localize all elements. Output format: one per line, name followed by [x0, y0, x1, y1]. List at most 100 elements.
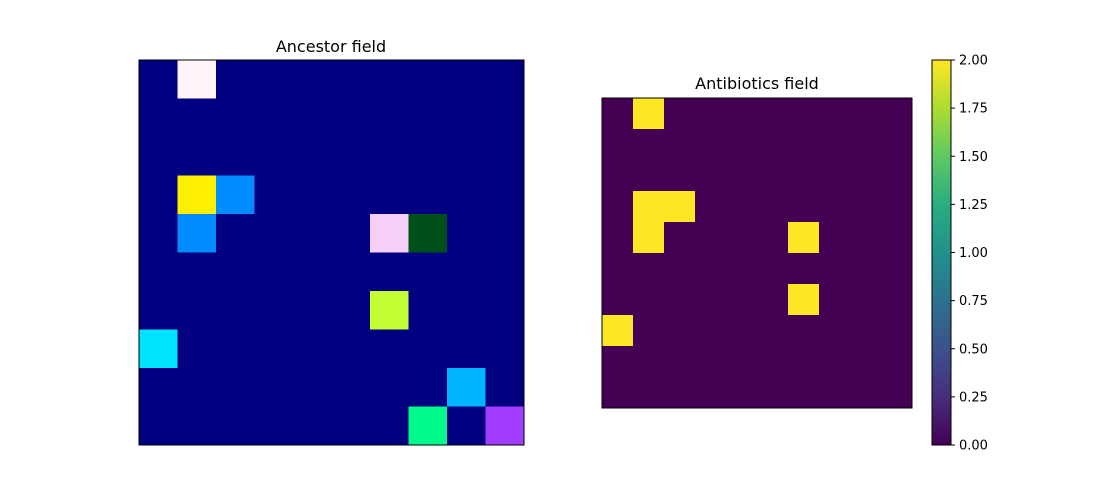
ancestor-cell-r9-c6: [370, 406, 409, 446]
antibiotics-cell-r9-c0: [602, 377, 634, 409]
antibiotics-cell-r0-c0: [602, 98, 634, 130]
antibiotics-cell-r5-c4: [726, 253, 758, 285]
ancestor-cell-r0-c4: [293, 60, 332, 99]
antibiotics-cell-r9-c8: [850, 377, 882, 409]
ancestor-cell-r0-c1: [177, 60, 217, 99]
antibiotics-cell-r5-c5: [757, 253, 789, 285]
antibiotics-cell-r6-c7: [819, 284, 851, 316]
ancestor-cell-r6-c7: [408, 291, 448, 330]
ancestor-cell-r2-c4: [293, 137, 332, 176]
ancestor-cell-r4-c9: [485, 214, 525, 253]
antibiotics-cell-r8-c5: [757, 346, 789, 378]
antibiotics-cell-r5-c8: [850, 253, 882, 285]
antibiotics-cell-r8-c4: [726, 346, 758, 378]
antibiotics-cell-r7-c1: [633, 315, 665, 347]
antibiotics-cell-r6-c4: [726, 284, 758, 316]
ancestor-cell-r1-c4: [293, 98, 332, 138]
ancestor-cell-r8-c8: [447, 368, 486, 407]
antibiotics-cell-r7-c0: [602, 315, 634, 347]
colorbar-tick-label: 0.25: [959, 390, 988, 405]
ancestor-cell-r7-c4: [293, 329, 332, 369]
antibiotics-cell-r2-c1: [633, 160, 665, 192]
ancestor-cell-r1-c6: [370, 98, 409, 138]
antibiotics-cell-r5-c6: [788, 253, 820, 285]
antibiotics-cell-r9-c7: [819, 377, 851, 409]
ancestor-cell-r0-c3: [254, 60, 294, 99]
ancestor-cell-r5-c4: [293, 252, 332, 292]
antibiotics-cell-r6-c8: [850, 284, 882, 316]
ancestor-cell-r8-c2: [216, 368, 255, 407]
antibiotics-cell-r2-c6: [788, 160, 820, 192]
antibiotics-cell-r1-c4: [726, 129, 758, 161]
antibiotics-field-cells: [602, 98, 913, 409]
antibiotics-cell-r6-c9: [881, 284, 913, 316]
ancestor-cell-r6-c6: [370, 291, 409, 330]
antibiotics-cell-r5-c3: [695, 253, 727, 285]
antibiotics-cell-r9-c1: [633, 377, 665, 409]
antibiotics-cell-r4-c2: [664, 222, 696, 254]
ancestor-cell-r4-c6: [370, 214, 409, 253]
colorbar-tick-label: 1.25: [959, 198, 988, 213]
ancestor-cell-r2-c7: [408, 137, 448, 176]
antibiotics-cell-r3-c7: [819, 191, 851, 223]
ancestor-cell-r2-c0: [139, 137, 178, 176]
ancestor-cell-r3-c6: [370, 175, 409, 215]
ancestor-cell-r0-c9: [485, 60, 525, 99]
antibiotics-cell-r8-c6: [788, 346, 820, 378]
ancestor-cell-r1-c8: [447, 98, 486, 138]
antibiotics-cell-r4-c1: [633, 222, 665, 254]
antibiotics-cell-r4-c3: [695, 222, 727, 254]
ancestor-cell-r7-c0: [139, 329, 178, 369]
ancestor-cell-r9-c7: [408, 406, 448, 446]
ancestor-field-cells: [139, 60, 525, 446]
ancestor-cell-r7-c2: [216, 329, 255, 369]
antibiotics-cell-r4-c9: [881, 222, 913, 254]
antibiotics-cell-r9-c9: [881, 377, 913, 409]
colorbar-tick-label: 1.50: [959, 150, 988, 165]
ancestor-cell-r6-c9: [485, 291, 525, 330]
ancestor-cell-r4-c1: [177, 214, 217, 253]
antibiotics-cell-r5-c9: [881, 253, 913, 285]
ancestor-cell-r6-c1: [177, 291, 217, 330]
ancestor-cell-r8-c9: [485, 368, 525, 407]
ancestor-cell-r9-c0: [139, 406, 178, 446]
colorbar-tick-label: 0.00: [959, 439, 988, 454]
ancestor-cell-r3-c4: [293, 175, 332, 215]
antibiotics-cell-r5-c1: [633, 253, 665, 285]
ancestor-cell-r0-c8: [447, 60, 486, 99]
ancestor-cell-r8-c3: [254, 368, 294, 407]
ancestor-cell-r5-c5: [331, 252, 371, 292]
ancestor-cell-r3-c3: [254, 175, 294, 215]
ancestor-cell-r1-c9: [485, 98, 525, 138]
ancestor-cell-r1-c0: [139, 98, 178, 138]
ancestor-cell-r5-c7: [408, 252, 448, 292]
antibiotics-cell-r1-c7: [819, 129, 851, 161]
colorbar: 0.00 0.25 0.50 0.75 1.00 1.25 1.50 1.75 2.00: [931, 54, 988, 454]
antibiotics-cell-r4-c0: [602, 222, 634, 254]
ancestor-cell-r4-c4: [293, 214, 332, 253]
antibiotics-cell-r1-c1: [633, 129, 665, 161]
ancestor-cell-r6-c5: [331, 291, 371, 330]
antibiotics-field-title: Antibiotics field: [695, 74, 819, 93]
ancestor-cell-r2-c2: [216, 137, 255, 176]
antibiotics-cell-r8-c7: [819, 346, 851, 378]
antibiotics-cell-r6-c1: [633, 284, 665, 316]
antibiotics-cell-r9-c4: [726, 377, 758, 409]
ancestor-cell-r9-c2: [216, 406, 255, 446]
antibiotics-cell-r3-c0: [602, 191, 634, 223]
antibiotics-cell-r0-c6: [788, 98, 820, 130]
antibiotics-field-frame: [601, 97, 913, 409]
ancestor-cell-r5-c1: [177, 252, 217, 292]
ancestor-cell-r3-c5: [331, 175, 371, 215]
ancestor-cell-r6-c0: [139, 291, 178, 330]
antibiotics-cell-r7-c8: [850, 315, 882, 347]
ancestor-field-panel: Ancestor field: [138, 37, 525, 446]
ancestor-cell-r4-c3: [254, 214, 294, 253]
antibiotics-cell-r9-c3: [695, 377, 727, 409]
colorbar-ticks: 0.00 0.25 0.50 0.75 1.00 1.25 1.50 1.75 2.00: [951, 54, 988, 454]
antibiotics-cell-r1-c0: [602, 129, 634, 161]
ancestor-cell-r0-c7: [408, 60, 448, 99]
ancestor-cell-r1-c1: [177, 98, 217, 138]
ancestor-cell-r0-c0: [139, 60, 178, 99]
antibiotics-cell-r2-c7: [819, 160, 851, 192]
